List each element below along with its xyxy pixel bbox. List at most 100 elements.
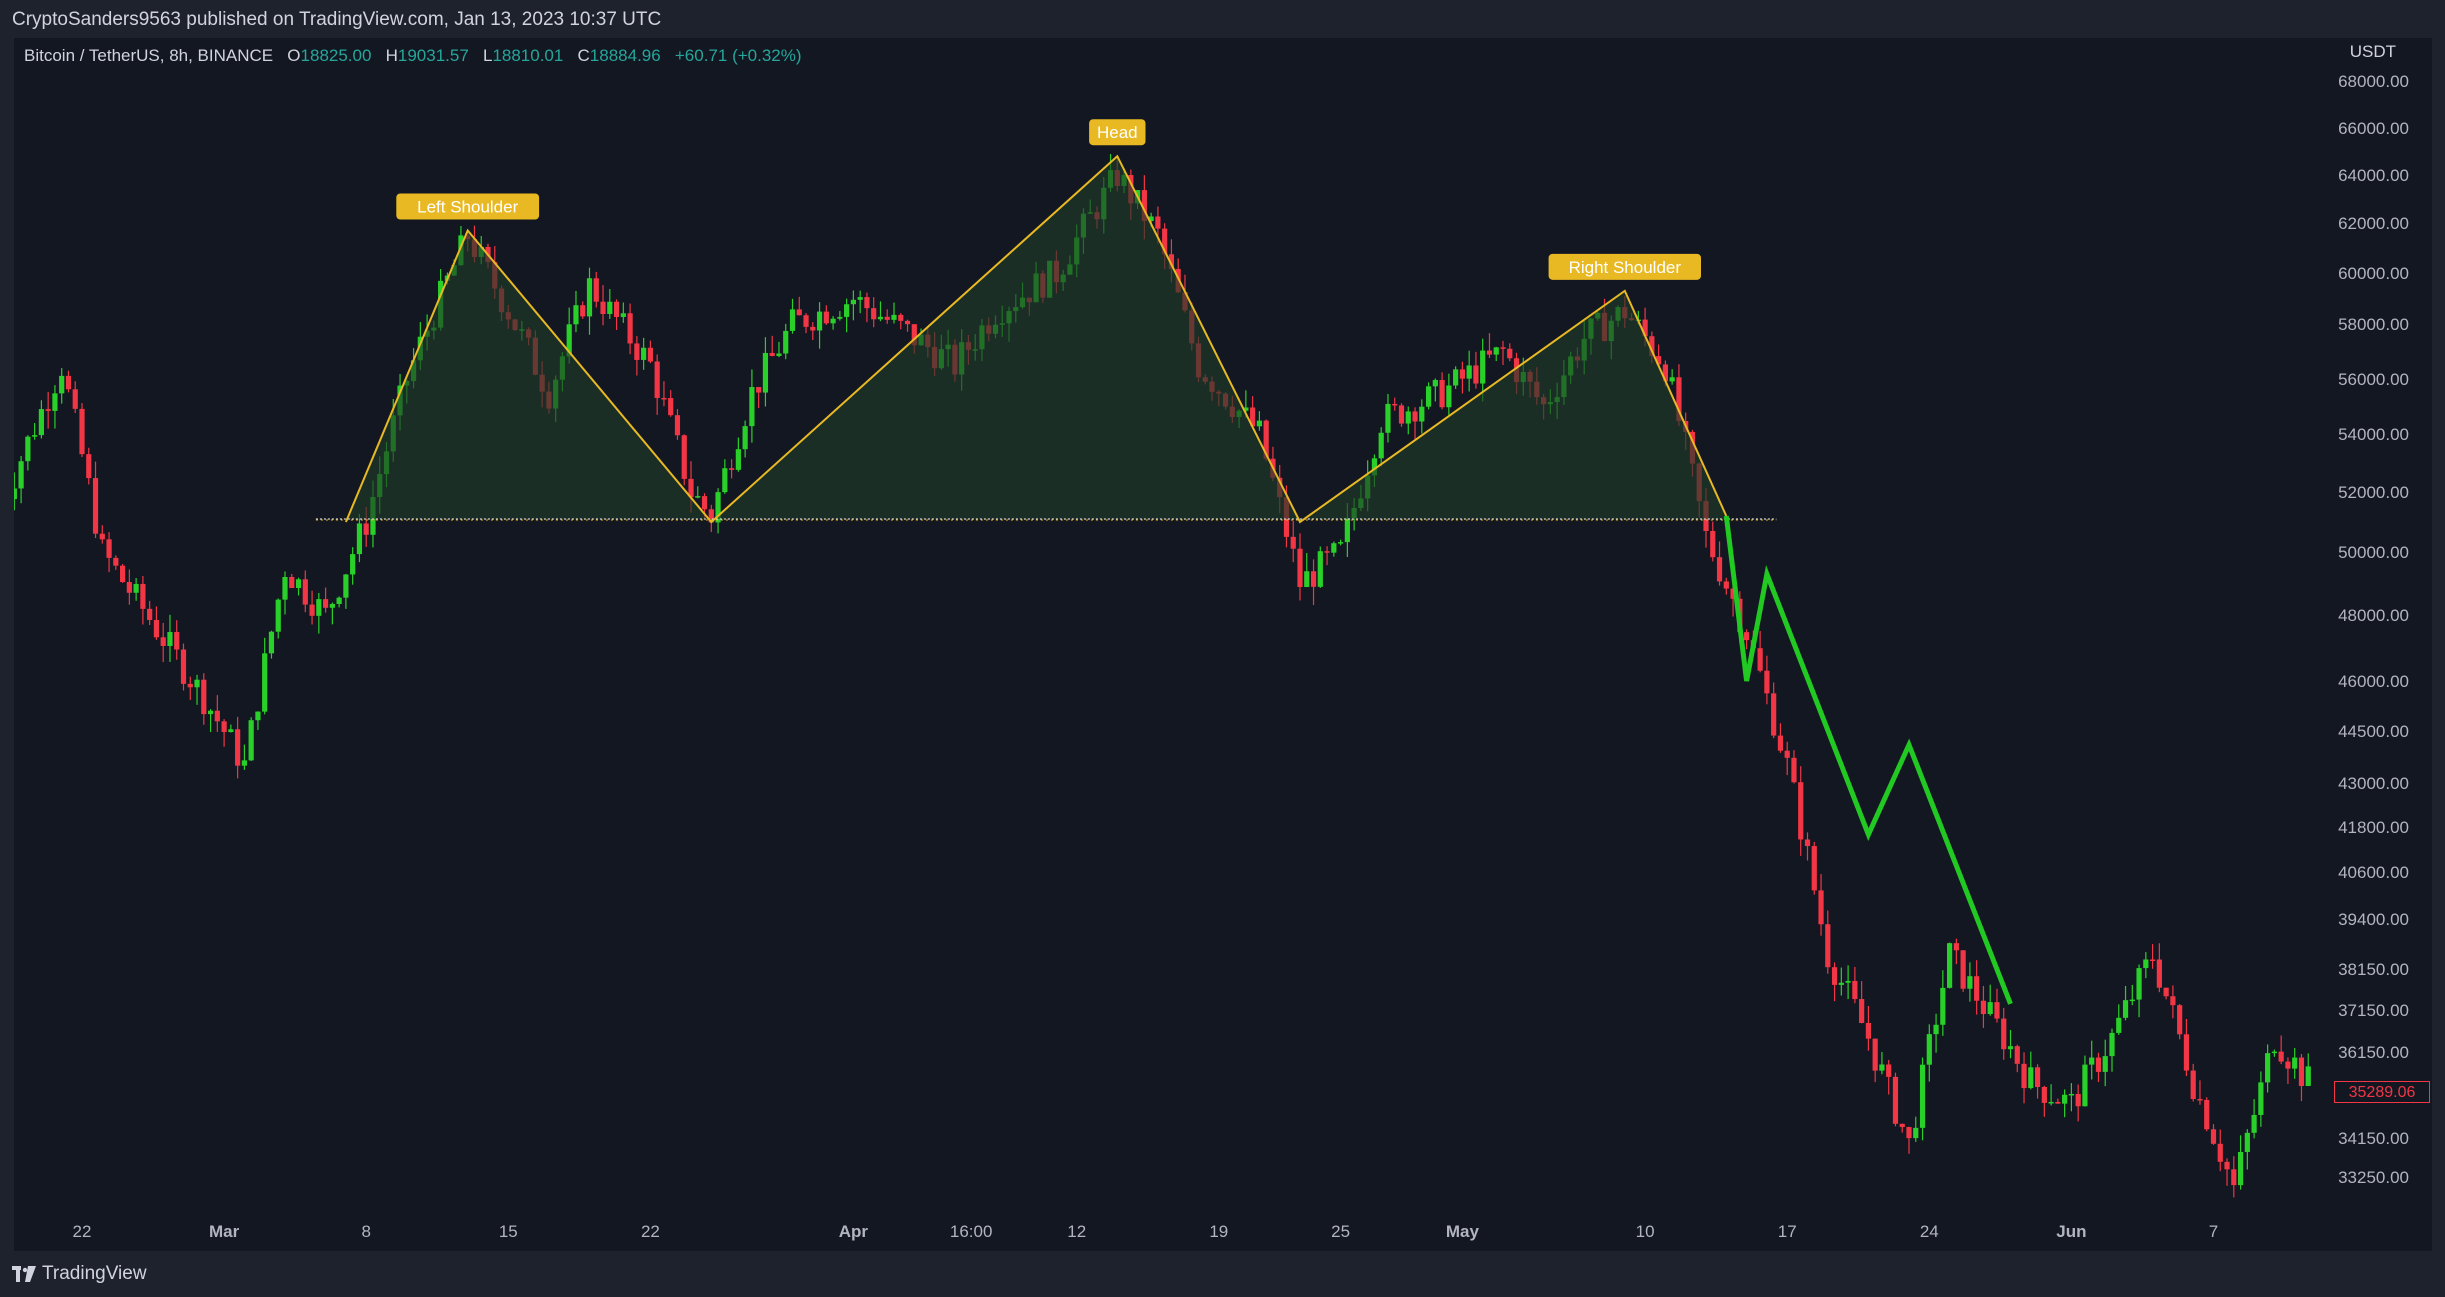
candle-body (187, 683, 193, 688)
candle-body (769, 352, 775, 356)
candle-body (174, 632, 180, 650)
low-label: L (482, 46, 493, 65)
y-tick-label: 66000.00 (2338, 119, 2409, 138)
candle-body (634, 343, 640, 360)
candle-body (1777, 735, 1784, 751)
candle-body (1148, 216, 1154, 222)
candle-body (2014, 1046, 2020, 1064)
candle-body (1304, 571, 1310, 588)
candle-body (2122, 1000, 2129, 1018)
y-tick-label: 33250.00 (2338, 1168, 2409, 1187)
projection-line (1723, 515, 2013, 1005)
candle-body (1730, 588, 1736, 599)
pattern-line (344, 154, 1728, 524)
candle-body (756, 387, 762, 393)
candle-body (2210, 1129, 2217, 1144)
y-tick-label: 43000.00 (2338, 774, 2409, 793)
candle-body (59, 375, 65, 394)
x-tick-label: Jun (2056, 1222, 2086, 1241)
candle-body (147, 608, 153, 621)
close-value: 18884.96 (589, 46, 661, 65)
candle-body (1507, 348, 1513, 359)
candle-body (1676, 377, 1682, 422)
candle-body (2055, 1101, 2061, 1104)
pattern-fill (345, 230, 712, 522)
candle-body (1926, 1034, 1932, 1065)
y-tick-label: 37150.00 (2338, 1001, 2409, 1020)
candle-body (1256, 420, 1262, 427)
y-tick-label: 46000.00 (2338, 672, 2409, 691)
candle-body (600, 301, 606, 314)
x-tick-label: 15 (499, 1222, 518, 1241)
candle-body (668, 398, 674, 416)
candle-body (1798, 782, 1804, 840)
candle-body (2028, 1067, 2034, 1089)
pattern-overlay: Left Shoulder Head Right Shoulder (315, 119, 2013, 1005)
candle-body (1933, 1024, 1939, 1035)
candle-body (214, 710, 220, 722)
candle-body (228, 729, 234, 733)
y-tick-label: 39400.00 (2338, 910, 2409, 929)
candle-body (1980, 1000, 1987, 1015)
candle-body (262, 653, 268, 712)
candle-body (2237, 1152, 2244, 1186)
top-bar: CryptoSanders9563 published on TradingVi… (0, 0, 2445, 38)
candle-body (1480, 350, 1486, 384)
y-tick-label: 64000.00 (2338, 166, 2409, 185)
candle-body (620, 313, 626, 317)
candle-body (762, 352, 769, 393)
candle-body (79, 408, 85, 455)
candle-body (2251, 1114, 2257, 1133)
candle-body (2170, 996, 2176, 1006)
axis-unit-label: USDT (2349, 42, 2396, 61)
candle-body (566, 324, 572, 357)
brand-label: TradingView (42, 1263, 147, 1284)
candle-body (2231, 1169, 2237, 1186)
candle-body (2095, 1057, 2102, 1072)
candle-body (722, 468, 728, 493)
candle-body (2021, 1063, 2027, 1089)
candle-body (1886, 1064, 1892, 1077)
x-tick-label: 8 (361, 1222, 370, 1241)
candle-body (92, 478, 99, 534)
candle-body (816, 311, 823, 331)
tradingview-brand[interactable]: TradingView (12, 1263, 147, 1285)
candle-body (749, 387, 755, 427)
candle-body (2068, 1093, 2074, 1096)
candle-body (871, 308, 877, 320)
annotation-right-shoulder: Right Shoulder (1548, 253, 1701, 280)
x-tick-label: 22 (641, 1222, 660, 1241)
x-tick-label: 7 (2209, 1222, 2218, 1241)
candle-body (1453, 369, 1459, 386)
high-value: 19031.57 (397, 46, 469, 65)
candle-body (1967, 976, 1973, 989)
x-tick-label: 24 (1920, 1222, 1939, 1241)
candle-body (1994, 1002, 2000, 1019)
price-chart[interactable]: Left Shoulder Head Right Shoulder 68000.00… (14, 38, 2432, 1251)
candle-body (295, 579, 302, 589)
candle-body (363, 523, 369, 535)
candle-body (1425, 386, 1432, 407)
candle-body (641, 347, 647, 360)
candle-body (627, 313, 633, 344)
candle-body (735, 449, 741, 470)
candle-body (789, 309, 796, 331)
candle-body (708, 509, 714, 523)
candle-body (2001, 1018, 2007, 1050)
candle-body (106, 539, 112, 558)
annotation-head: Head (1089, 119, 1146, 146)
candle-body (1757, 648, 1763, 671)
x-tick-label: 17 (1778, 1222, 1797, 1241)
chart-area[interactable]: Left Shoulder Head Right Shoulder 68000.00… (14, 38, 2432, 1251)
candle-body (2177, 1005, 2183, 1035)
candle-body (113, 557, 119, 566)
candle-body (126, 582, 132, 593)
candle-body (898, 314, 904, 321)
candle-body (32, 435, 38, 437)
candle-body (1940, 987, 1946, 1025)
candle-body (1317, 551, 1323, 587)
y-tick-label: 56000.00 (2338, 370, 2409, 389)
x-tick-label: Apr (839, 1222, 869, 1241)
candle-body (1500, 347, 1506, 349)
y-tick-label: 41800.00 (2338, 818, 2409, 837)
